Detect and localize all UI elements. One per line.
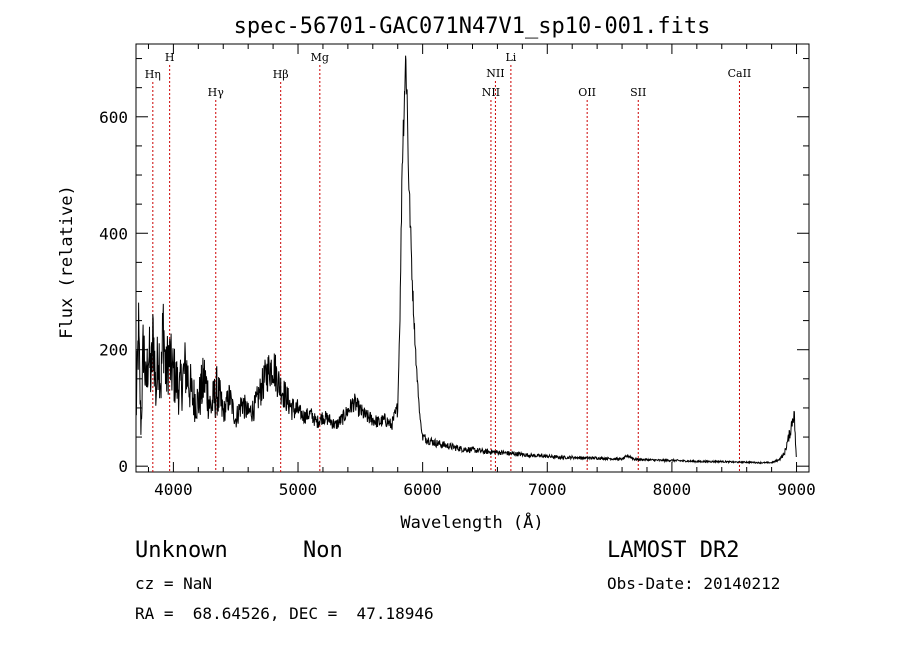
- y-axis-label: Flux (relative): [57, 185, 77, 339]
- redshift-value: cz = NaN: [135, 574, 213, 593]
- y-tick-label: 200: [99, 341, 128, 360]
- survey-name: LAMOST DR2: [607, 538, 740, 563]
- line-marker-label: Li: [505, 51, 516, 64]
- object-class: Unknown: [135, 538, 228, 563]
- line-marker-label: CaII: [728, 67, 752, 80]
- y-tick-label: 0: [118, 457, 128, 476]
- x-tick-label: 8000: [653, 480, 692, 499]
- x-tick-label: 6000: [403, 480, 442, 499]
- line-marker-label: Mg: [311, 51, 329, 64]
- chart-title: spec-56701-GAC071N47V1_sp10-001.fits: [234, 14, 711, 39]
- x-tick-label: 5000: [279, 480, 318, 499]
- y-tick-label: 400: [99, 224, 128, 243]
- line-marker-label: H: [165, 51, 175, 64]
- x-axis-label: Wavelength (Å): [400, 511, 543, 533]
- line-marker-label: SII: [630, 86, 646, 99]
- y-tick-label: 600: [99, 108, 128, 127]
- x-tick-label: 7000: [528, 480, 567, 499]
- spectrum-line: [135, 55, 797, 465]
- line-marker-label: Hγ: [208, 86, 225, 99]
- line-marker-label: Hη: [145, 68, 161, 81]
- observation-date: Obs-Date: 20140212: [607, 574, 781, 593]
- coordinates: RA = 68.64526, DEC = 47.18946: [135, 604, 434, 623]
- x-tick-label: 9000: [777, 480, 816, 499]
- line-marker-label: Hβ: [273, 68, 289, 81]
- object-subclass: Non: [303, 538, 343, 563]
- line-marker-label: NII: [482, 86, 500, 99]
- line-marker-label: NII: [486, 67, 504, 80]
- line-marker-label: OII: [578, 86, 596, 99]
- x-tick-label: 4000: [154, 480, 193, 499]
